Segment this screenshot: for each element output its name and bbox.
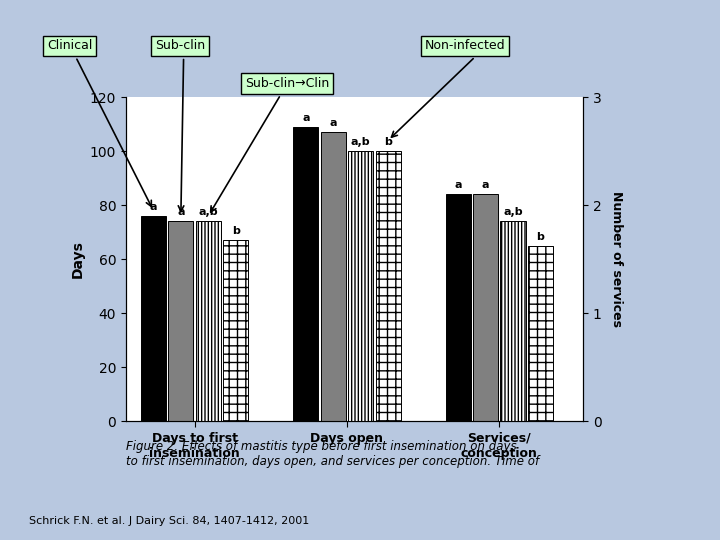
Text: Sub-clin: Sub-clin [155, 39, 205, 52]
Text: b: b [384, 137, 392, 147]
Text: a: a [177, 207, 184, 218]
Bar [293, 127, 318, 421]
Text: Figure 2. Effects of mastitis type before first insemination on days
to first in: Figure 2. Effects of mastitis type befor… [126, 440, 539, 468]
Bar [196, 221, 221, 421]
Text: a,b: a,b [199, 207, 218, 218]
Text: a,b: a,b [351, 137, 371, 147]
Y-axis label: Days: Days [71, 240, 84, 278]
Bar [168, 221, 194, 421]
Text: b: b [536, 232, 544, 242]
Bar [500, 221, 526, 421]
Bar [528, 246, 553, 421]
Text: Clinical: Clinical [47, 39, 92, 52]
Bar [376, 151, 401, 421]
Text: a: a [482, 180, 490, 191]
Text: Non-infected: Non-infected [425, 39, 505, 52]
Text: a: a [302, 113, 310, 123]
Y-axis label: Number of services: Number of services [610, 191, 623, 327]
Text: Sub-clin→Clin: Sub-clin→Clin [245, 77, 329, 90]
Bar [348, 151, 373, 421]
Text: Schrick F.N. et al. J Dairy Sci. 84, 1407-1412, 2001: Schrick F.N. et al. J Dairy Sci. 84, 140… [29, 516, 309, 526]
Bar [473, 194, 498, 421]
Bar [141, 216, 166, 421]
Text: b: b [232, 226, 240, 237]
Bar [446, 194, 471, 421]
Text: a: a [150, 202, 157, 212]
Bar [320, 132, 346, 421]
Bar [223, 240, 248, 421]
Text: a: a [330, 118, 337, 129]
Text: a: a [454, 180, 462, 191]
Text: a,b: a,b [503, 207, 523, 218]
